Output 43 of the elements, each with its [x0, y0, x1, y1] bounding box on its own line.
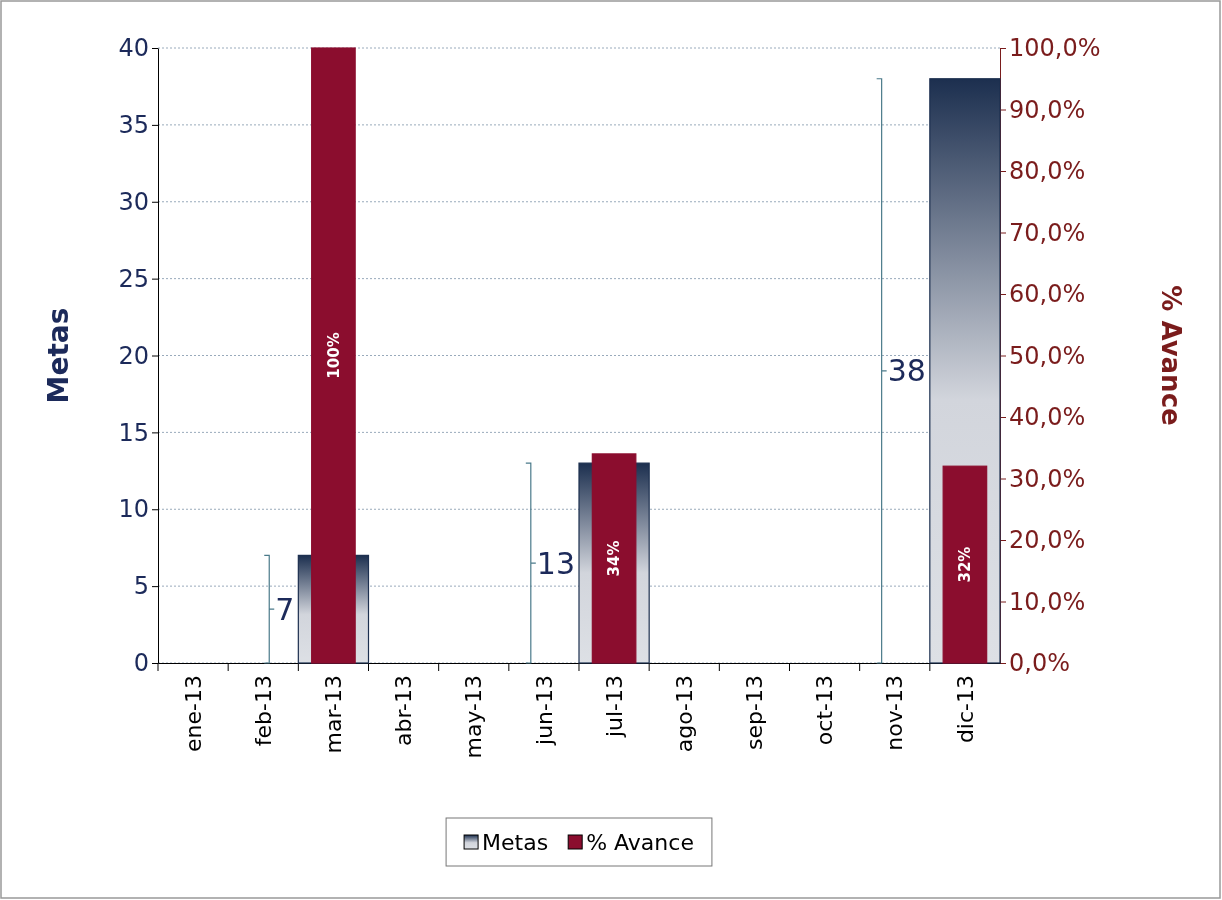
x-tick-label: nov-13: [882, 675, 908, 751]
data-label: 13: [536, 545, 575, 581]
y-tick-label: 0: [133, 649, 149, 678]
y-tick-label: 25: [118, 264, 149, 293]
x-tick-label: oct-13: [812, 675, 838, 746]
y2-tick-label: 10,0%: [1009, 587, 1086, 616]
x-tick-label: ene-13: [180, 675, 206, 752]
x-tick-label: abr-13: [391, 675, 417, 747]
x-tick-label: ago-13: [671, 675, 697, 753]
legend-label: Metas: [482, 829, 549, 855]
y-tick-label: 35: [118, 111, 149, 140]
y2-tick-label: 100,0%: [1009, 34, 1101, 63]
bar: [942, 465, 988, 664]
x-tick-label: sep-13: [742, 675, 768, 750]
data-label: 34%: [605, 540, 624, 577]
y-tick-label: 5: [133, 572, 149, 601]
y2-tick-label: 90,0%: [1009, 95, 1086, 124]
x-tick-label: mar-13: [321, 675, 347, 754]
y2-tick-label: 70,0%: [1009, 218, 1086, 247]
x-tick-label: jun-13: [531, 675, 557, 746]
x-tick-label: jul-13: [601, 675, 627, 739]
x-tick-label: dic-13: [952, 675, 978, 744]
y2-tick-label: 50,0%: [1009, 341, 1086, 370]
data-label: 38: [887, 353, 926, 389]
x-tick-label: feb-13: [250, 675, 276, 747]
y-tick-label: 15: [118, 418, 149, 447]
y2-tick-label: 20,0%: [1009, 526, 1086, 555]
y-tick-label: 10: [118, 495, 149, 524]
y2-tick-label: 60,0%: [1009, 280, 1086, 309]
y2-tick-label: 40,0%: [1009, 403, 1086, 432]
data-label: 100%: [324, 332, 343, 379]
y-axis-title: Metas: [42, 307, 75, 404]
y2-tick-label: 0,0%: [1009, 649, 1070, 678]
y2-tick-label: 80,0%: [1009, 157, 1086, 186]
y2-axis-title: % Avance: [1156, 285, 1186, 426]
data-label: 32%: [956, 546, 975, 583]
y-tick-label: 20: [118, 341, 149, 370]
y-tick-label: 40: [118, 34, 149, 63]
y2-tick-label: 30,0%: [1009, 464, 1086, 493]
data-label: 7: [275, 591, 295, 627]
y-tick-label: 30: [118, 187, 149, 216]
legend-label: % Avance: [586, 829, 694, 855]
x-tick-label: may-13: [461, 675, 487, 759]
